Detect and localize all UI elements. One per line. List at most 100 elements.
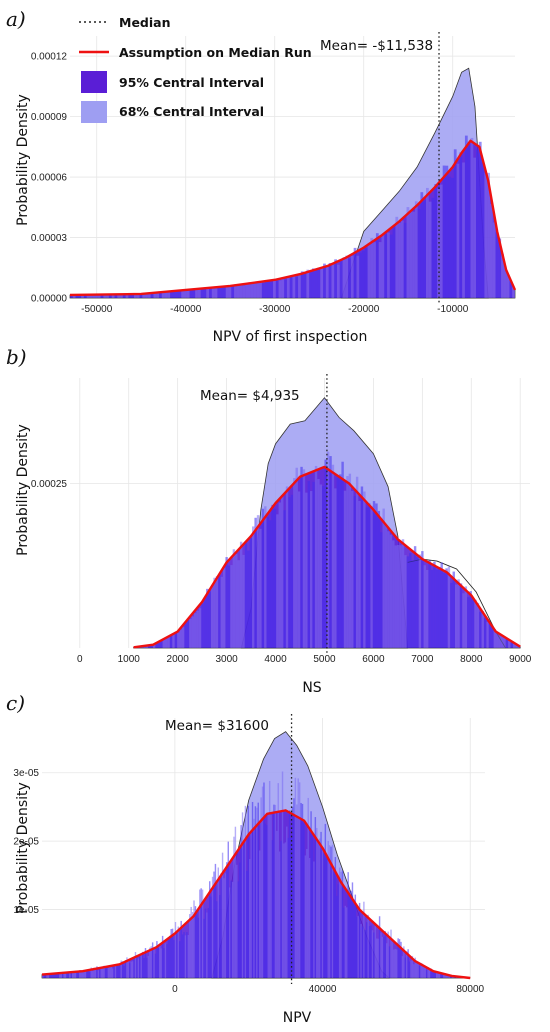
histogram-bar (83, 294, 87, 298)
histogram-bar (275, 281, 279, 298)
histogram-bar (505, 639, 509, 648)
histogram-bar (94, 968, 97, 978)
histogram-bar (259, 528, 262, 648)
histogram-bar (207, 908, 210, 978)
histogram-bar (197, 917, 200, 978)
histogram-bar (448, 975, 451, 978)
histogram-bar (268, 520, 272, 648)
histogram-bar (484, 173, 488, 298)
histogram-bar (107, 967, 110, 978)
histogram-bar (225, 557, 228, 648)
histogram-bar (476, 602, 480, 648)
histogram-bar (63, 973, 65, 978)
histogram-bar (273, 508, 277, 648)
histogram-bar (428, 201, 432, 298)
histogram-bar (237, 560, 240, 648)
tick-labels: 0 40000 80000 1e-05 2e-05 3e-05 (13, 768, 484, 995)
histogram-bar (376, 938, 378, 978)
histogram-bar (151, 942, 154, 978)
histogram-bar (387, 531, 390, 648)
mean-label: Mean= $4,935 (200, 388, 300, 404)
y-tick-label: 1e-05 (13, 905, 39, 916)
histogram-bar (323, 263, 326, 298)
histogram-bar (391, 938, 394, 978)
histogram-bar (306, 848, 308, 978)
histogram-bar (119, 964, 121, 978)
histogram-bar (486, 621, 489, 648)
histogram-bar (73, 971, 75, 978)
histogram-bar (331, 464, 335, 648)
histogram-bar (293, 798, 295, 978)
histogram-bar (225, 287, 229, 298)
histogram-bar (430, 968, 432, 978)
histogram-bar (462, 593, 465, 648)
histogram-bar (276, 830, 278, 978)
histogram-bar (291, 806, 294, 978)
histogram-bar (469, 591, 472, 648)
histogram-bar (467, 141, 471, 298)
histogram-bar (416, 557, 419, 648)
histogram-bar (337, 264, 340, 298)
histogram-bar (503, 636, 506, 648)
histogram-bar (442, 165, 446, 298)
histogram-bar (440, 973, 442, 978)
histogram-bar (100, 294, 104, 298)
histogram-bar (144, 948, 147, 978)
distribution-marks (41, 714, 471, 984)
histogram-bar (381, 936, 384, 978)
histogram-bar (235, 554, 238, 648)
histogram-bar (204, 908, 207, 978)
histogram-bar (103, 294, 107, 298)
distribution-marks (133, 374, 521, 654)
histogram-bar (206, 912, 208, 978)
histogram-bar (423, 565, 426, 648)
histogram-bar (89, 294, 93, 298)
histogram-bar (231, 285, 235, 298)
histogram-bar (471, 598, 475, 648)
histogram-bar (300, 802, 302, 978)
histogram-bar (345, 255, 349, 298)
histogram-bar (479, 611, 482, 648)
assumption-line (133, 465, 521, 649)
histogram-bar (186, 618, 190, 648)
histogram-bar (120, 960, 122, 978)
histogram-bar (117, 294, 121, 298)
y-tick-label: 2e-05 (13, 837, 39, 848)
histogram-bar (261, 283, 265, 298)
histogram-bar (110, 965, 112, 978)
histogram-bar (417, 962, 419, 978)
histogram-bar (260, 797, 262, 978)
histogram-bar (181, 627, 185, 648)
x-tick-label: 40000 (309, 984, 337, 995)
histogram-bar (389, 234, 393, 298)
histogram-bar (271, 504, 274, 648)
histogram-bar (394, 948, 397, 978)
histogram-bar (341, 461, 344, 648)
histogram-bar (445, 165, 449, 298)
histogram-bar (374, 926, 377, 978)
histogram-bar (420, 192, 424, 298)
x-tick-label: -20000 (348, 304, 380, 315)
histogram-bar (240, 825, 242, 978)
histogram-bar (217, 286, 221, 298)
histogram-bar (346, 907, 348, 978)
histogram-bar (123, 965, 125, 978)
histogram-bar (300, 271, 304, 298)
histogram-bar (314, 817, 317, 978)
histogram-bar (54, 973, 57, 978)
histogram-bar (106, 294, 109, 298)
histogram-bar (318, 838, 321, 978)
histogram-bar (411, 560, 414, 648)
histogram-bar (176, 932, 178, 978)
histogram-bar (236, 284, 240, 298)
histogram-bar (350, 890, 352, 978)
histogram-bar (228, 887, 231, 978)
histogram-bar (277, 783, 279, 978)
histogram-bar (314, 465, 318, 648)
histogram-bar (336, 895, 338, 978)
y-axis-title: Probability Density (15, 94, 31, 226)
histogram-bar (220, 873, 222, 978)
histogram-bar (400, 941, 402, 978)
histogram-bar (278, 280, 282, 298)
histogram-bar (438, 566, 441, 648)
